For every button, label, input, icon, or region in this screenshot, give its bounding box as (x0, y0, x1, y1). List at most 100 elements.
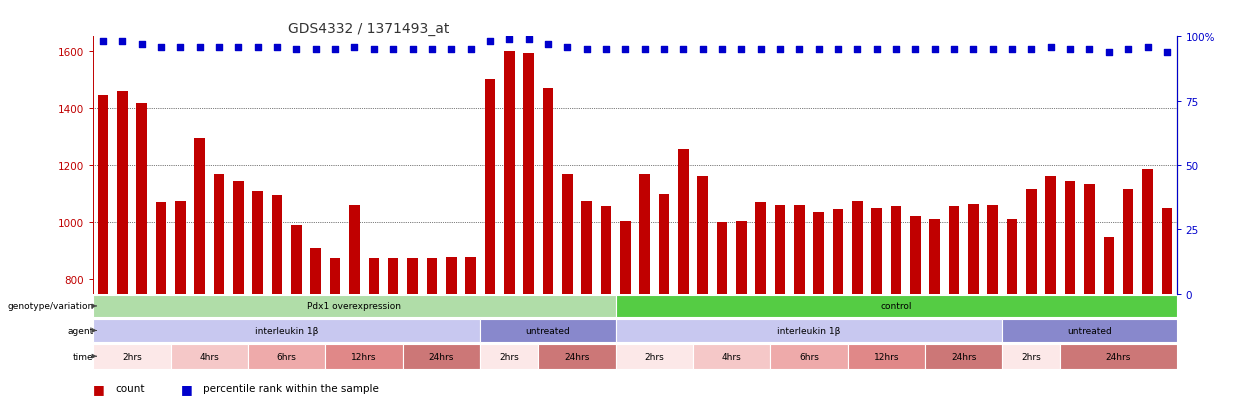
Text: time: time (72, 352, 93, 361)
Bar (504, 52, 514, 413)
Bar (543, 88, 553, 413)
Bar (620, 221, 631, 413)
Bar (538, 344, 615, 369)
Point (345, 44, 365, 51)
Bar (388, 259, 398, 413)
Bar (427, 259, 437, 413)
Bar (1007, 220, 1017, 413)
Bar (1046, 177, 1056, 413)
Text: ■: ■ (181, 382, 192, 395)
Text: interleukin 1β: interleukin 1β (777, 326, 840, 335)
Bar (1002, 344, 1061, 369)
Bar (484, 80, 496, 413)
Point (248, 44, 268, 51)
Text: 6hrs: 6hrs (799, 352, 819, 361)
Text: interleukin 1β: interleukin 1β (255, 326, 319, 335)
Bar (756, 203, 766, 413)
Text: genotype/variation: genotype/variation (7, 302, 93, 311)
Text: 24hrs: 24hrs (951, 352, 976, 361)
Bar (1084, 184, 1094, 413)
Point (654, 47, 674, 53)
Bar (1026, 190, 1037, 413)
Bar (833, 210, 843, 413)
Point (789, 47, 809, 53)
Point (479, 39, 499, 45)
Point (461, 47, 481, 53)
Point (112, 39, 132, 45)
Bar (890, 207, 901, 413)
Point (867, 47, 886, 53)
Point (1061, 47, 1081, 53)
Bar (659, 194, 670, 413)
Bar (615, 295, 1177, 318)
Point (771, 47, 791, 53)
Point (538, 42, 558, 48)
Text: 4hrs: 4hrs (722, 352, 742, 361)
Bar (93, 319, 481, 342)
Bar (930, 220, 940, 413)
Bar (736, 221, 747, 413)
Point (982, 47, 1002, 53)
Bar (1061, 344, 1177, 369)
Text: 12hrs: 12hrs (351, 352, 377, 361)
Bar (214, 174, 224, 413)
Point (151, 44, 171, 51)
Text: GDS4332 / 1371493_at: GDS4332 / 1371493_at (289, 22, 449, 36)
Bar (561, 174, 573, 413)
Point (93, 39, 113, 45)
Text: 2hrs: 2hrs (122, 352, 142, 361)
Bar (581, 201, 591, 413)
Bar (969, 204, 979, 413)
Point (1157, 49, 1177, 56)
Point (209, 44, 229, 51)
Point (964, 47, 984, 53)
Bar (481, 319, 615, 342)
Bar (717, 223, 727, 413)
Bar (697, 177, 708, 413)
Point (499, 36, 519, 43)
Bar (813, 213, 824, 413)
Point (905, 47, 925, 53)
Bar (848, 344, 925, 369)
Point (229, 44, 249, 51)
Bar (910, 217, 921, 413)
Bar (271, 196, 283, 413)
Text: control: control (880, 302, 911, 311)
Bar (1002, 319, 1177, 342)
Bar (171, 344, 248, 369)
Point (751, 47, 771, 53)
Text: 2hrs: 2hrs (645, 352, 664, 361)
Point (519, 36, 539, 43)
Bar (194, 138, 205, 413)
Bar (523, 54, 534, 413)
Point (925, 47, 945, 53)
Bar (600, 207, 611, 413)
Bar (97, 96, 108, 413)
Bar (310, 248, 321, 413)
Point (1118, 47, 1138, 53)
Text: 12hrs: 12hrs (874, 352, 899, 361)
Bar (693, 344, 771, 369)
Point (596, 47, 616, 53)
Bar (987, 206, 998, 413)
Bar (925, 344, 1002, 369)
Point (441, 47, 461, 53)
Text: 24hrs: 24hrs (1106, 352, 1132, 361)
Bar (949, 207, 960, 413)
Point (828, 47, 848, 53)
Bar (615, 319, 1002, 342)
Bar (233, 181, 244, 413)
Point (558, 44, 578, 51)
Bar (291, 225, 301, 413)
Bar (93, 295, 615, 318)
Text: agent: agent (67, 326, 93, 335)
Text: ■: ■ (93, 382, 105, 395)
Text: count: count (116, 383, 146, 393)
Bar (117, 91, 128, 413)
Text: untreated: untreated (1067, 326, 1112, 335)
Point (576, 47, 596, 53)
Point (615, 47, 635, 53)
Point (848, 47, 868, 53)
Point (1002, 47, 1022, 53)
Bar (679, 150, 688, 413)
